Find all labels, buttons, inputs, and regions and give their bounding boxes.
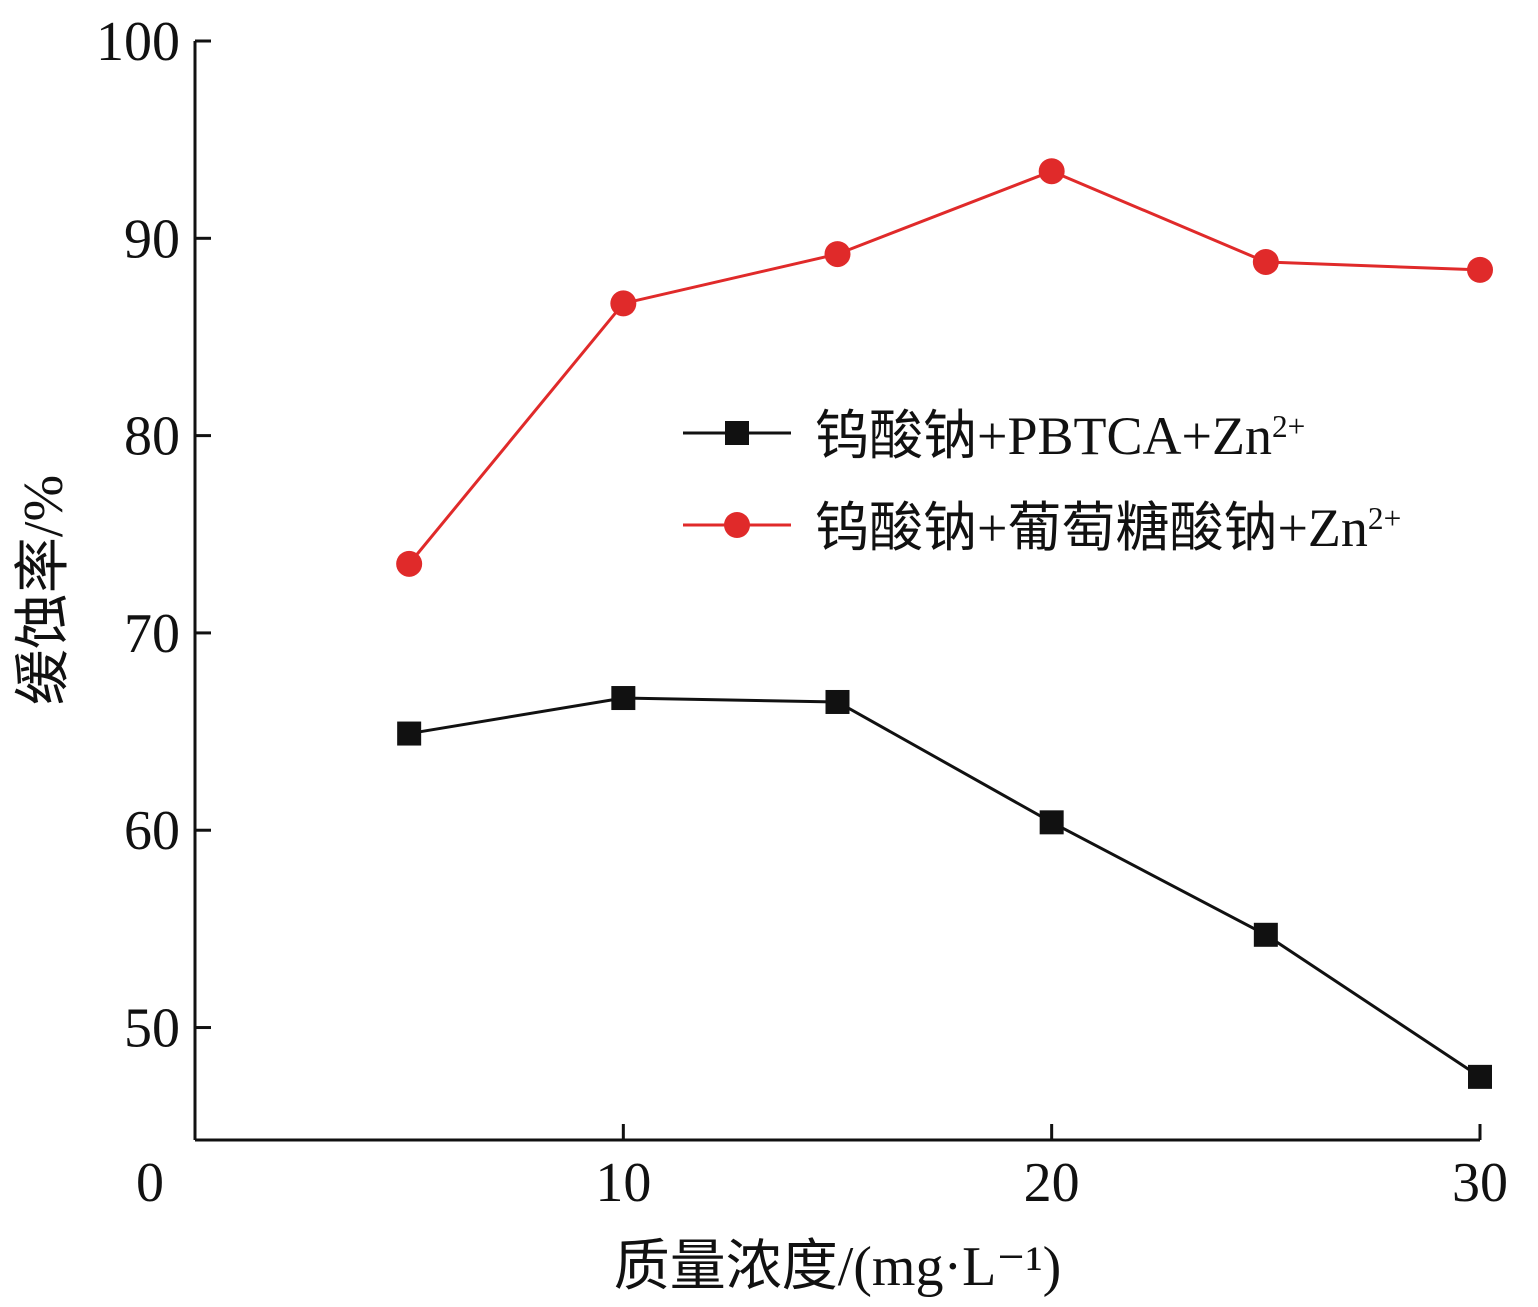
data-point-circle	[610, 290, 637, 317]
legend-item-1: 钨酸钠+PBTCA+Zn2+	[683, 406, 1305, 466]
data-point-circle	[1038, 158, 1065, 185]
data-point-square	[1253, 922, 1278, 947]
data-point-square	[825, 689, 850, 714]
axes: 50 60 70 80 90 100 10 20 30 0 质量浓度/(mg·L⁻¹) 缓蚀率/%	[13, 11, 1508, 1298]
x-tick-label: 30	[1452, 1152, 1508, 1214]
series-layer	[396, 158, 1493, 1089]
legend-marker-circle	[724, 512, 750, 538]
y-tick-label: 70	[124, 603, 180, 665]
legend: 钨酸钠+PBTCA+Zn2+ 钨酸钠+葡萄糖酸钠+Zn2+	[683, 406, 1401, 558]
data-point-square	[1039, 810, 1064, 835]
data-point-square	[397, 721, 422, 746]
series-2	[396, 158, 1493, 577]
x-tick-label: 20	[1024, 1152, 1080, 1214]
series-line	[408, 696, 1481, 1079]
y-tick-label: 80	[124, 406, 180, 468]
x-axis-title: 质量浓度/(mg·L⁻¹)	[614, 1236, 1062, 1298]
data-point-circle	[396, 550, 423, 577]
x-origin-label: 0	[136, 1152, 164, 1214]
y-tick-label: 90	[124, 208, 180, 270]
data-point-square	[611, 686, 636, 711]
series-line	[408, 169, 1481, 565]
legend-label: 钨酸钠+葡萄糖酸钠+Zn2+	[815, 498, 1401, 558]
legend-item-2: 钨酸钠+葡萄糖酸钠+Zn2+	[683, 498, 1401, 558]
x-tick-label: 10	[595, 1152, 651, 1214]
data-point-circle	[1252, 248, 1279, 275]
legend-marker-square	[725, 421, 749, 445]
legend-label: 钨酸钠+PBTCA+Zn2+	[815, 406, 1305, 466]
y-tick-label: 50	[124, 998, 180, 1060]
y-axis-title: 缓蚀率/%	[13, 475, 75, 705]
y-tick-label: 100	[96, 11, 180, 73]
data-point-circle	[824, 241, 851, 268]
data-point-circle	[1467, 256, 1493, 283]
data-point-square	[1468, 1064, 1492, 1089]
series-1	[397, 686, 1492, 1089]
y-tick-label: 60	[124, 800, 180, 862]
